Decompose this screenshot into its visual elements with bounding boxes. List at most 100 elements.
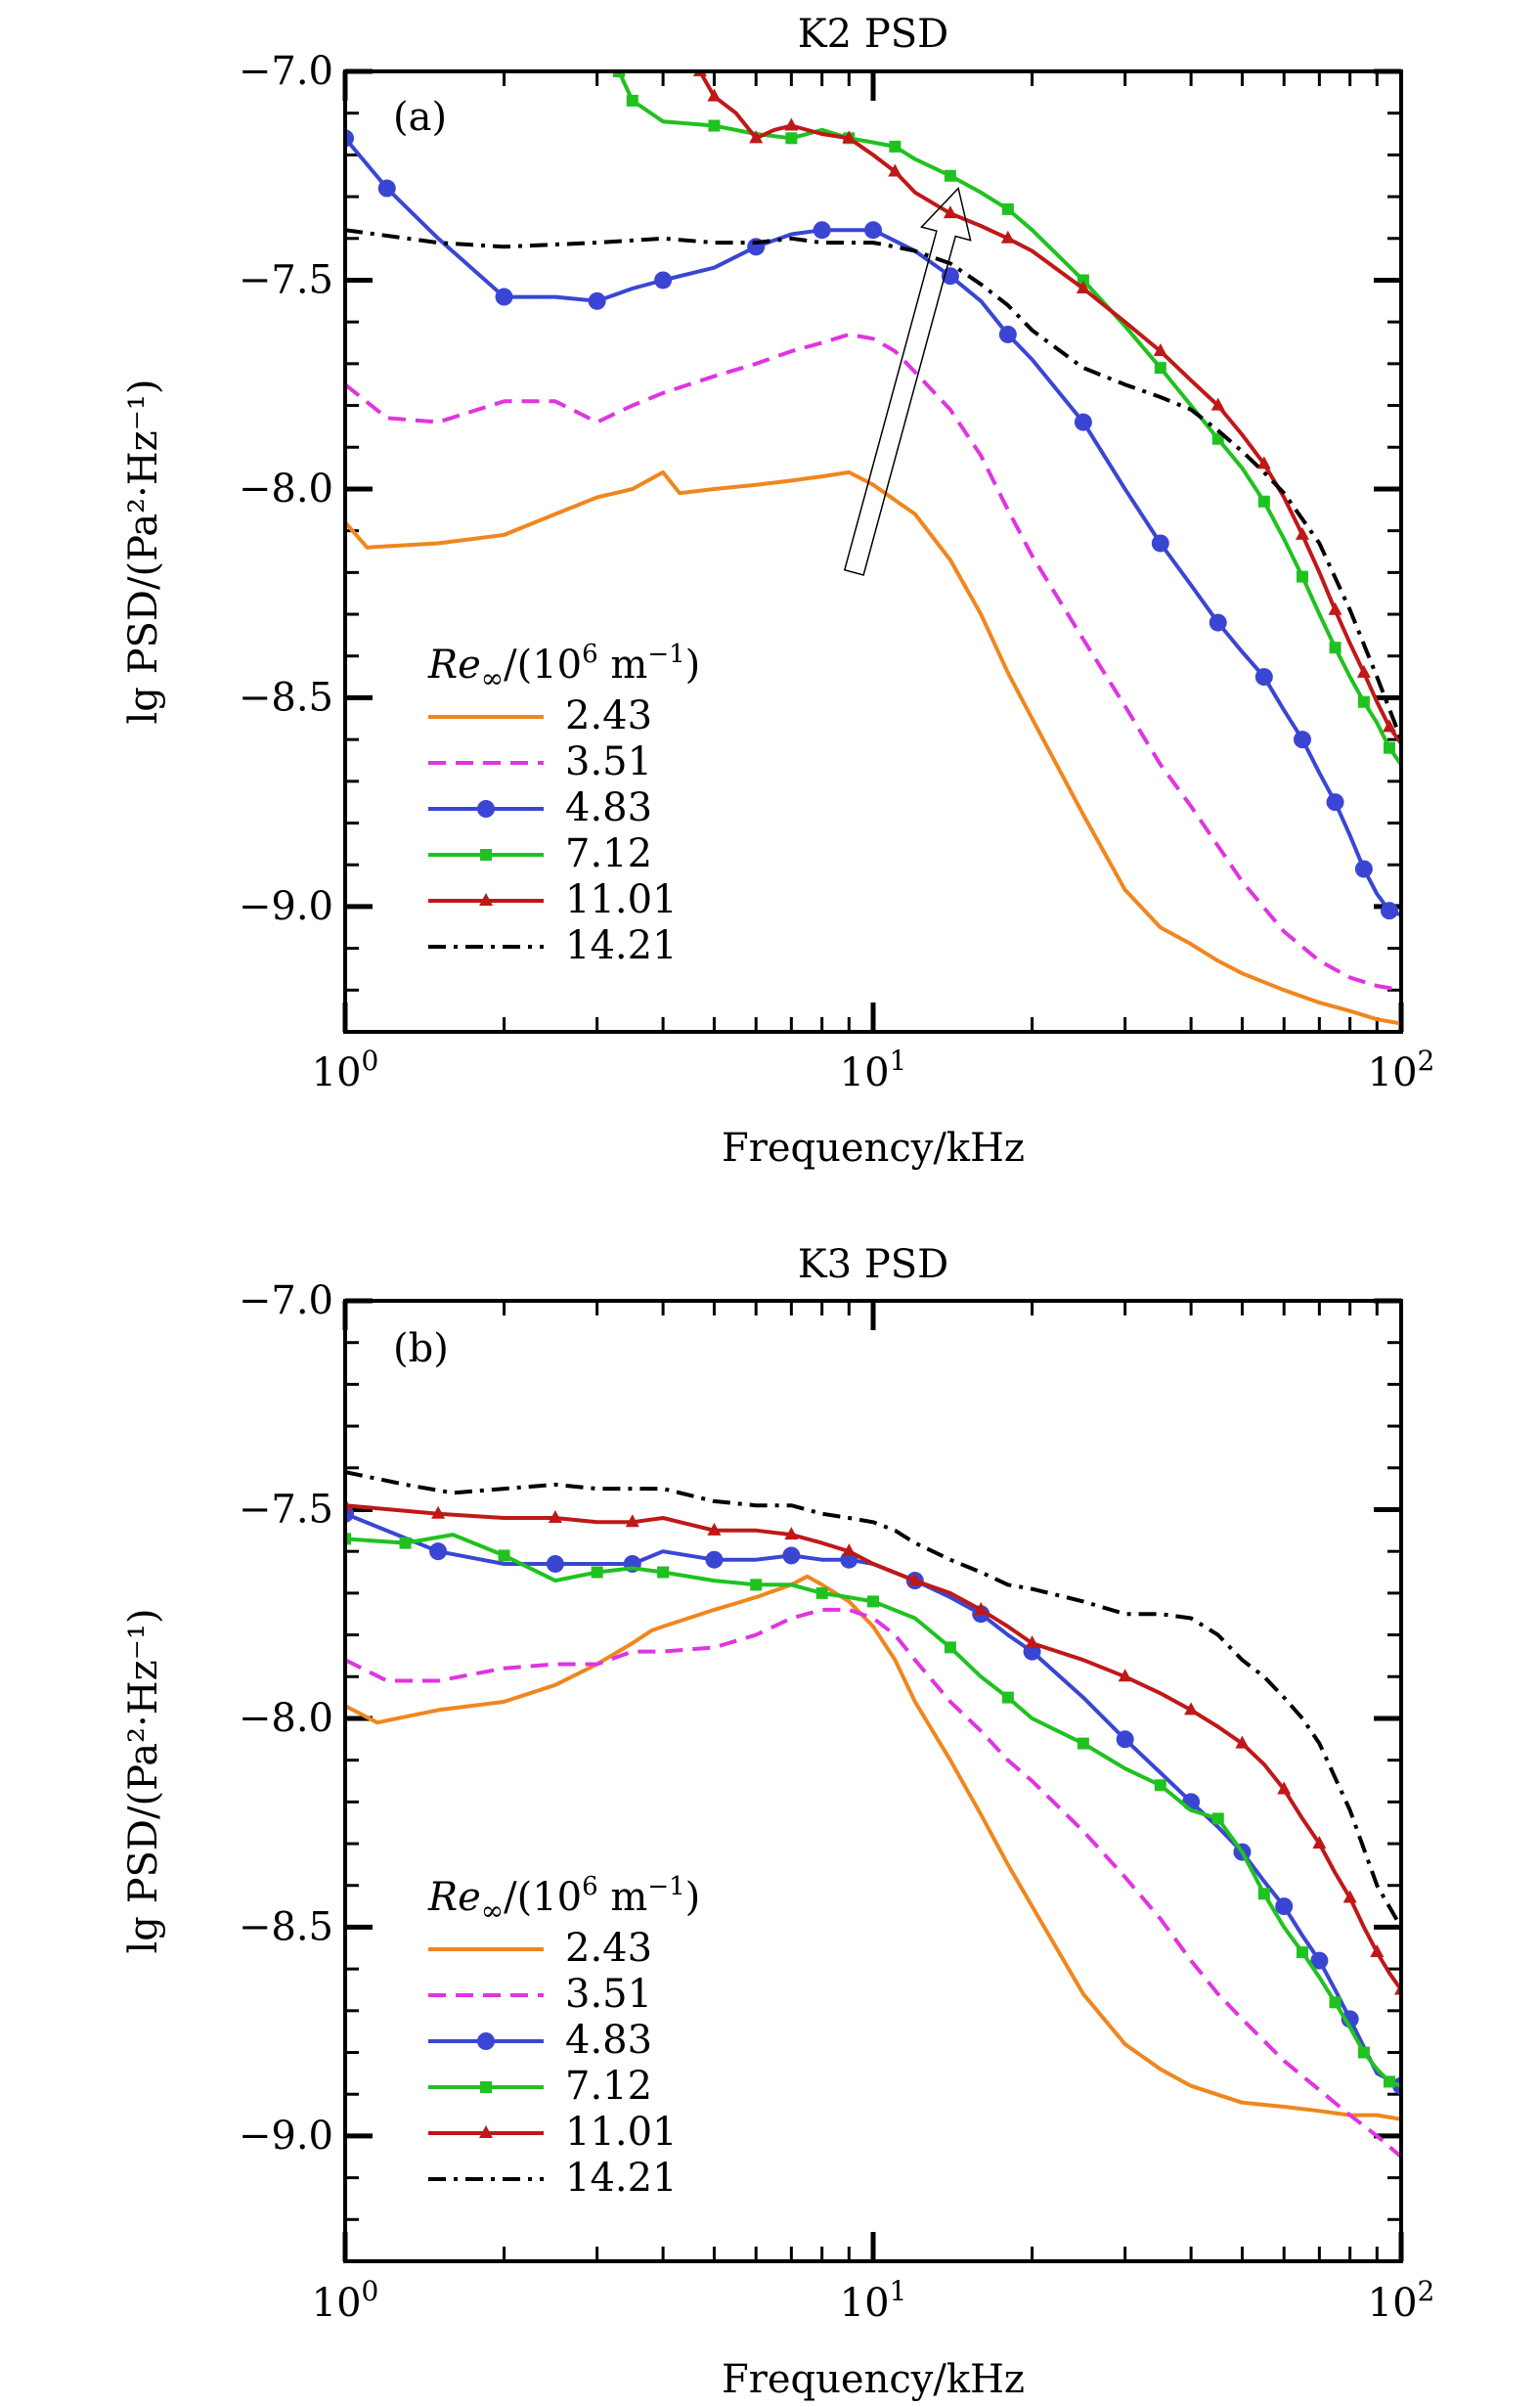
data-point <box>377 179 396 198</box>
y-tick-label: −8.0 <box>239 1696 333 1741</box>
data-point <box>1210 397 1225 411</box>
data-point <box>943 205 957 219</box>
data-point <box>944 1641 956 1654</box>
series-line-14-21 <box>345 228 1401 740</box>
data-point <box>867 1595 879 1608</box>
data-point <box>1295 526 1309 540</box>
data-point <box>1329 1996 1342 2009</box>
data-point <box>1118 1669 1132 1682</box>
data-point <box>749 130 764 144</box>
x-tick-label: 100 <box>312 2275 379 2326</box>
series-line-7-12 <box>345 1533 1401 2088</box>
series-line-2-43 <box>345 1574 1401 2121</box>
data-point <box>429 1542 448 1561</box>
data-point <box>1025 1635 1039 1649</box>
data-point <box>1000 230 1015 244</box>
plot-frame <box>343 69 1403 1034</box>
data-point <box>1383 2075 1395 2088</box>
legend-label: 14.21 <box>565 2156 678 2201</box>
data-point <box>1357 2046 1370 2059</box>
data-point <box>1326 793 1344 812</box>
data-point <box>1257 1888 1270 1900</box>
x-tick-label: 101 <box>840 2275 907 2326</box>
data-point <box>626 94 638 107</box>
data-point <box>1076 281 1090 294</box>
data-point <box>1151 534 1169 553</box>
legend-label: 3.51 <box>565 1972 652 2017</box>
chart-panel-b: K3 PSD −7.0 −7.5 −8.0 −8.5 −9.0 100 101 102 Frequ… <box>121 1242 1434 2402</box>
legend-marker <box>477 800 495 818</box>
legend-title: Re∞/(106 m−1) <box>427 640 700 694</box>
data-point <box>888 163 902 177</box>
data-point <box>785 132 798 145</box>
data-point <box>345 129 354 148</box>
legend-marker <box>479 2125 493 2138</box>
data-point <box>1254 668 1273 687</box>
series-line-14-21 <box>345 1470 1401 1929</box>
data-point <box>1342 1890 1357 1903</box>
data-point <box>1211 432 1224 445</box>
data-point <box>974 1601 989 1615</box>
data-point <box>1001 1691 1014 1704</box>
series-line-3-51 <box>345 333 1401 993</box>
chart-title: K3 PSD <box>798 1242 948 1287</box>
y-tick-label: −8.5 <box>239 1904 333 1949</box>
data-point <box>1293 731 1311 749</box>
legend-marker <box>480 849 492 861</box>
data-point <box>1310 1951 1329 1970</box>
series-line-2-43 <box>345 469 1401 1026</box>
data-point <box>345 1533 351 1545</box>
series-line-4-83 <box>345 137 1401 917</box>
data-point <box>782 1546 801 1565</box>
data-point <box>1235 1735 1250 1749</box>
data-point <box>998 325 1017 343</box>
data-point <box>1354 860 1373 878</box>
x-tick-label: 100 <box>312 1045 379 1095</box>
data-point <box>889 140 902 153</box>
data-point <box>1184 1702 1199 1716</box>
data-point <box>498 1549 510 1562</box>
x-axis-label: Frequency/kHz <box>722 2357 1025 2402</box>
data-point <box>907 1573 922 1586</box>
y-tick-label: −8.5 <box>239 675 333 720</box>
data-point <box>1275 1897 1294 1916</box>
data-point <box>750 1579 763 1591</box>
legend-label: 11.01 <box>565 2110 678 2155</box>
data-point <box>1001 202 1014 215</box>
data-point <box>1154 1779 1166 1792</box>
data-point <box>1296 570 1308 583</box>
y-axis-label: lg PSD/(Pa²·Hz⁻¹) <box>121 1608 166 1953</box>
series-group <box>345 71 1401 1026</box>
y-tick-label: −9.0 <box>239 884 333 929</box>
legend-label: 3.51 <box>565 739 652 784</box>
legend-title: Re∞/(106 m−1) <box>427 1872 700 1927</box>
data-point <box>399 1537 412 1549</box>
data-point <box>612 71 625 77</box>
data-point <box>495 288 513 306</box>
y-tick-label: −8.0 <box>239 467 333 512</box>
arrow-annotation <box>843 186 972 576</box>
data-point <box>1154 362 1166 375</box>
data-point <box>1328 602 1342 615</box>
plot-frame <box>343 1299 1403 2263</box>
data-point <box>1312 1836 1327 1850</box>
data-point <box>1116 1730 1134 1749</box>
data-point <box>1380 902 1398 920</box>
data-point <box>784 117 799 131</box>
legend-label: 4.83 <box>565 785 652 830</box>
x-tick-label: 101 <box>840 1045 907 1095</box>
data-point <box>546 1554 564 1573</box>
y-tick-label: −7.5 <box>239 1487 333 1532</box>
data-point <box>813 221 831 240</box>
data-point <box>842 130 857 144</box>
data-point <box>1357 695 1370 708</box>
data-point <box>1382 719 1396 733</box>
data-point <box>864 221 882 240</box>
data-point <box>705 1550 724 1569</box>
data-point <box>1211 1812 1224 1825</box>
data-point <box>1370 1944 1385 1958</box>
chart-panel-a: K2 PSD −7.0 −7.5 −8.0 −8.5 −9.0 100 101 102 Frequ… <box>121 12 1434 1171</box>
legend-marker <box>480 2081 492 2093</box>
